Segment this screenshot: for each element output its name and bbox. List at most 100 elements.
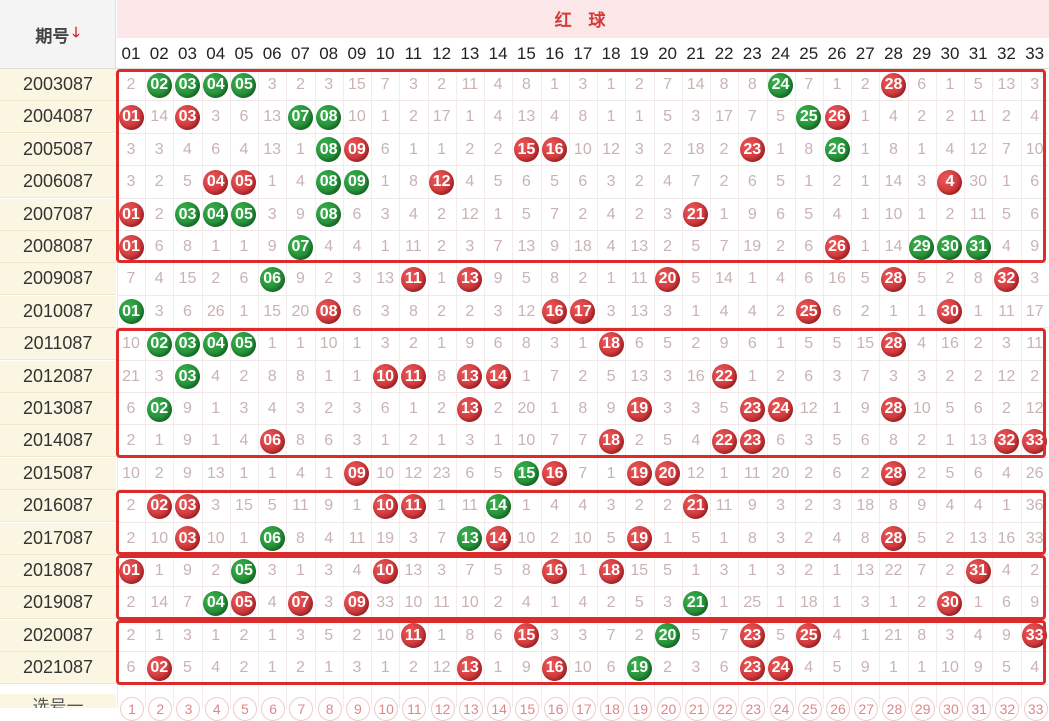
miss-count-cell: 4 — [286, 458, 314, 490]
red-ball-33: 33 — [1022, 429, 1047, 454]
miss-count-cell: 4 — [258, 393, 286, 425]
miss-count-cell: 1 — [569, 328, 597, 360]
miss-count-cell: 4 — [682, 425, 710, 457]
pick-number-button-18[interactable]: 18 — [600, 697, 624, 721]
pick-number-button-22[interactable]: 22 — [713, 697, 737, 721]
pick-number-button-25[interactable]: 25 — [798, 697, 822, 721]
miss-count-cell: 2 — [654, 490, 682, 522]
pick-number-button-33[interactable]: 33 — [1024, 697, 1048, 721]
red-ball-16: 16 — [542, 461, 567, 486]
miss-count-cell: 1 — [202, 393, 230, 425]
pick-number-button-11[interactable]: 11 — [402, 697, 426, 721]
miss-count-cell: 3 — [541, 328, 569, 360]
column-header-07: 07 — [286, 38, 314, 69]
miss-count-cell: 2 — [145, 166, 173, 198]
pick-number-button-15[interactable]: 15 — [515, 697, 539, 721]
miss-count-cell: 5 — [795, 199, 823, 231]
pick-row-label: 选号一 — [0, 694, 116, 708]
miss-count-cell: 1 — [710, 587, 738, 619]
pick-number-button-3[interactable]: 3 — [176, 697, 200, 721]
column-header-01: 01 — [117, 38, 145, 69]
miss-count-cell: 9 — [173, 425, 201, 457]
period-cell: 2004087 — [0, 101, 116, 133]
pick-number-button-5[interactable]: 5 — [233, 697, 257, 721]
miss-count-cell: 7 — [173, 587, 201, 619]
miss-count-cell: 10 — [512, 425, 540, 457]
miss-count-cell: 20 — [767, 458, 795, 490]
miss-count-cell: 4 — [399, 199, 427, 231]
pick-number-button-29[interactable]: 29 — [911, 697, 935, 721]
period-column-header[interactable]: 期号 🡓 — [0, 0, 116, 69]
miss-count-cell: 4 — [512, 587, 540, 619]
miss-count-cell: 3 — [767, 490, 795, 522]
pick-number-button-1[interactable]: 1 — [120, 697, 144, 721]
miss-count-cell: 1 — [851, 166, 879, 198]
miss-count-cell: 5 — [484, 166, 512, 198]
miss-count-cell: 11 — [1021, 328, 1049, 360]
red-ball-09: 09 — [344, 591, 369, 616]
period-cell: 2009087 — [0, 263, 116, 295]
miss-count-cell: 3 — [654, 393, 682, 425]
pick-number-button-30[interactable]: 30 — [939, 697, 963, 721]
red-ball-05: 05 — [231, 170, 256, 195]
miss-count-cell: 1 — [597, 263, 625, 295]
pick-number-button-17[interactable]: 17 — [572, 697, 596, 721]
miss-count-cell: 8 — [569, 393, 597, 425]
miss-count-cell: 5 — [992, 652, 1020, 684]
green-ball-06: 06 — [260, 526, 285, 551]
pick-number-button-12[interactable]: 12 — [431, 697, 455, 721]
pick-number-button-13[interactable]: 13 — [459, 697, 483, 721]
miss-count-cell: 1 — [315, 458, 343, 490]
red-ball-33: 33 — [1022, 623, 1047, 648]
red-ball-12: 12 — [429, 170, 454, 195]
miss-count-cell: 5 — [908, 523, 936, 555]
column-header-20: 20 — [654, 38, 682, 69]
miss-count-cell: 6 — [343, 199, 371, 231]
miss-count-cell: 17 — [710, 101, 738, 133]
miss-count-cell: 6 — [823, 458, 851, 490]
pick-number-button-31[interactable]: 31 — [967, 697, 991, 721]
miss-count-cell: 5 — [654, 328, 682, 360]
pick-number-button-21[interactable]: 21 — [685, 697, 709, 721]
pick-number-button-26[interactable]: 26 — [826, 697, 850, 721]
pick-number-button-14[interactable]: 14 — [487, 697, 511, 721]
miss-count-cell: 1 — [541, 69, 569, 101]
pick-number-button-9[interactable]: 9 — [346, 697, 370, 721]
pick-number-button-27[interactable]: 27 — [854, 697, 878, 721]
pick-number-button-7[interactable]: 7 — [289, 697, 313, 721]
pick-number-button-23[interactable]: 23 — [741, 697, 765, 721]
pick-number-button-4[interactable]: 4 — [205, 697, 229, 721]
miss-count-cell: 8 — [710, 69, 738, 101]
red-ball-06: 06 — [260, 429, 285, 454]
pick-number-button-28[interactable]: 28 — [882, 697, 906, 721]
miss-count-cell: 2 — [569, 361, 597, 393]
pick-number-button-20[interactable]: 20 — [657, 697, 681, 721]
arrow-down-icon[interactable]: 🡓 — [72, 22, 79, 46]
miss-count-cell: 1 — [343, 490, 371, 522]
pick-number-button-6[interactable]: 6 — [261, 697, 285, 721]
miss-count-cell: 13 — [964, 425, 992, 457]
pick-number-button-19[interactable]: 19 — [628, 697, 652, 721]
miss-count-cell: 2 — [230, 652, 258, 684]
miss-count-cell: 3 — [258, 555, 286, 587]
pick-number-button-10[interactable]: 10 — [374, 697, 398, 721]
miss-count-cell: 10 — [145, 523, 173, 555]
column-header-14: 14 — [484, 38, 512, 69]
pick-number-button-24[interactable]: 24 — [770, 697, 794, 721]
period-cell: 2005087 — [0, 134, 116, 166]
miss-count-cell: 4 — [569, 587, 597, 619]
pick-number-button-8[interactable]: 8 — [318, 697, 342, 721]
miss-count-cell: 6 — [117, 393, 145, 425]
pick-number-button-2[interactable]: 2 — [148, 697, 172, 721]
miss-count-cell: 2 — [936, 361, 964, 393]
miss-count-cell: 9 — [1021, 587, 1049, 619]
miss-count-cell: 8 — [879, 134, 907, 166]
miss-count-cell: 2 — [145, 458, 173, 490]
pick-number-button-16[interactable]: 16 — [544, 697, 568, 721]
miss-count-cell: 2 — [625, 620, 653, 652]
miss-count-cell: 14 — [879, 231, 907, 263]
column-header-06: 06 — [258, 38, 286, 69]
miss-count-cell: 6 — [767, 199, 795, 231]
pick-number-button-32[interactable]: 32 — [995, 697, 1019, 721]
miss-count-cell: 2 — [428, 69, 456, 101]
